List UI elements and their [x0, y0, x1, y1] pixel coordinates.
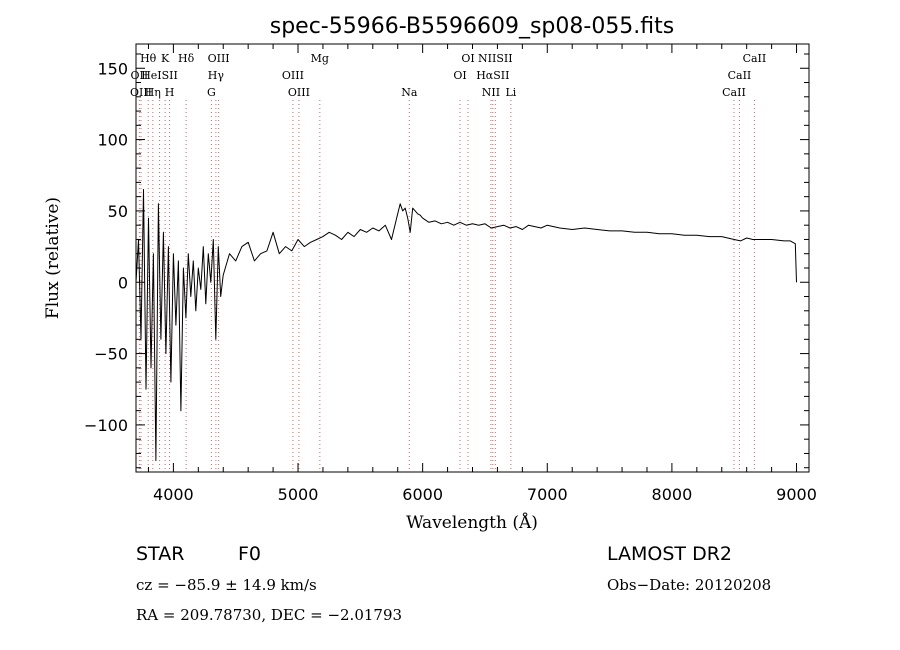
- line-label-15: OIII: [130, 86, 152, 99]
- x-axis-ticks: 4000 5000 6000 7000 8000 9000: [147, 44, 817, 504]
- x-tick-label: 8000: [652, 485, 693, 504]
- line-label-8: OII: [131, 69, 149, 82]
- x-tick-label: 6000: [402, 485, 443, 504]
- line-label-14: CaII: [728, 69, 752, 82]
- line-label-21: NII: [482, 86, 500, 99]
- coordinates: RA = 209.78730, DEC = −2.01793: [136, 606, 402, 624]
- line-label-13: HαSII: [476, 69, 509, 82]
- line-label-4: Mg: [311, 52, 329, 65]
- line-label-19: OIII: [288, 86, 310, 99]
- line-label-22: Li: [505, 86, 516, 99]
- line-label-12: OI: [453, 69, 466, 82]
- survey-name: LAMOST DR2: [607, 543, 732, 565]
- line-label-5: OI: [461, 52, 474, 65]
- spectral-line-markers: [138, 100, 755, 472]
- line-label-9: HeISII: [141, 69, 178, 82]
- x-tick-label: 7000: [527, 485, 568, 504]
- y-tick-label: −100: [84, 416, 128, 435]
- observation-date: Obs−Date: 20120208: [607, 576, 771, 594]
- line-label-23: CaII: [722, 86, 746, 99]
- line-label-17: H: [165, 86, 175, 99]
- chart-title: spec-55966-B5596609_sp08-055.fits: [270, 14, 675, 39]
- object-class: STAR: [136, 543, 184, 565]
- x-tick-label: 5000: [278, 485, 319, 504]
- line-label-0: Hθ: [140, 52, 157, 65]
- x-axis-label: Wavelength (Å): [406, 512, 538, 533]
- line-label-7: CaII: [743, 52, 767, 65]
- line-label-20: Na: [401, 86, 418, 99]
- line-label-2: Hδ: [178, 52, 195, 65]
- y-tick-label: 100: [97, 131, 128, 150]
- spectrum-series: [135, 189, 797, 462]
- line-label-6: NIISII: [478, 52, 513, 65]
- y-tick-label: 150: [97, 59, 128, 78]
- y-axis-label: Flux (relative): [43, 197, 63, 319]
- y-axis-ticks: −100 −50 0 50 100 150: [84, 53, 809, 469]
- line-label-11: OIII: [282, 69, 304, 82]
- object-subclass: F0: [238, 543, 261, 565]
- y-tick-label: 0: [118, 273, 128, 292]
- line-label-3: OIII: [208, 52, 230, 65]
- line-label-10: Hγ: [208, 69, 225, 82]
- x-tick-label: 4000: [153, 485, 194, 504]
- redshift-velocity: cz = −85.9 ± 14.9 km/s: [136, 576, 317, 594]
- y-tick-label: 50: [108, 202, 128, 221]
- spectrum-line-0: [135, 189, 797, 462]
- y-tick-label: −50: [94, 345, 128, 364]
- line-label-1: K: [161, 52, 170, 65]
- line-label-16: Hη: [145, 86, 161, 99]
- x-tick-label: 9000: [776, 485, 817, 504]
- line-label-18: G: [207, 86, 216, 99]
